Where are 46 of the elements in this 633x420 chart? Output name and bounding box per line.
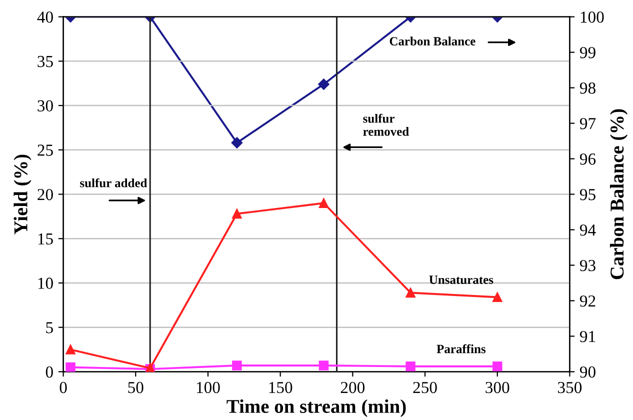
y2-tick-label: 95 xyxy=(580,188,596,200)
point xyxy=(406,288,416,298)
point xyxy=(232,208,242,219)
y-axis-title: Yield (%) xyxy=(14,154,32,234)
y2-tick-label: 91 xyxy=(580,330,596,342)
y-tick-label: 20 xyxy=(38,188,53,200)
series-label: Carbon Balance xyxy=(390,36,476,46)
y-tick-label: 40 xyxy=(37,12,53,23)
x-tick-label: 200 xyxy=(340,382,365,394)
y2-axis-title: Carbon Balance (%) xyxy=(610,109,628,280)
series-label: Unsaturates xyxy=(429,276,494,284)
point xyxy=(492,362,502,372)
y2-tick-label: 97 xyxy=(580,118,596,130)
y-tick-label: 0 xyxy=(46,366,53,378)
point xyxy=(406,362,416,372)
y2-tick-label: 96 xyxy=(580,154,596,165)
x-tick-label: 150 xyxy=(269,382,292,394)
x-tick-label: 100 xyxy=(196,382,220,394)
y-tick-label: 10 xyxy=(38,278,53,289)
x-tick-label: 350 xyxy=(558,382,582,394)
ref-line-label: sulfur removed xyxy=(363,114,409,136)
y2-tick-label: 92 xyxy=(580,295,596,307)
y2-tick-label: 94 xyxy=(580,224,596,236)
y2-tick-label: 90 xyxy=(580,366,596,378)
point xyxy=(492,292,502,302)
point xyxy=(318,198,329,208)
y-tick-label: 25 xyxy=(38,144,53,156)
x-axis-title: Time on stream (min) xyxy=(226,399,406,417)
point xyxy=(318,360,329,370)
ref-line-label: sulfur added xyxy=(80,178,148,188)
point xyxy=(232,360,242,370)
point xyxy=(66,362,76,372)
y-tick-label: 30 xyxy=(38,100,53,112)
y-tick-label: 35 xyxy=(38,56,53,68)
y-tick-label: 15 xyxy=(38,233,53,245)
y2-tick-label: 100 xyxy=(580,12,604,23)
x-tick-label: 250 xyxy=(413,382,437,394)
y2-tick-label: 99 xyxy=(580,47,596,58)
y2-tick-label: 93 xyxy=(580,260,596,272)
point xyxy=(66,344,76,354)
y2-tick-label: 98 xyxy=(580,82,596,94)
x-tick-label: 300 xyxy=(486,382,510,394)
y-tick-label: 5 xyxy=(46,322,53,334)
x-tick-label: 50 xyxy=(128,382,144,394)
x-tick-label: 0 xyxy=(60,382,67,394)
series-label: Paraffins xyxy=(436,344,486,354)
